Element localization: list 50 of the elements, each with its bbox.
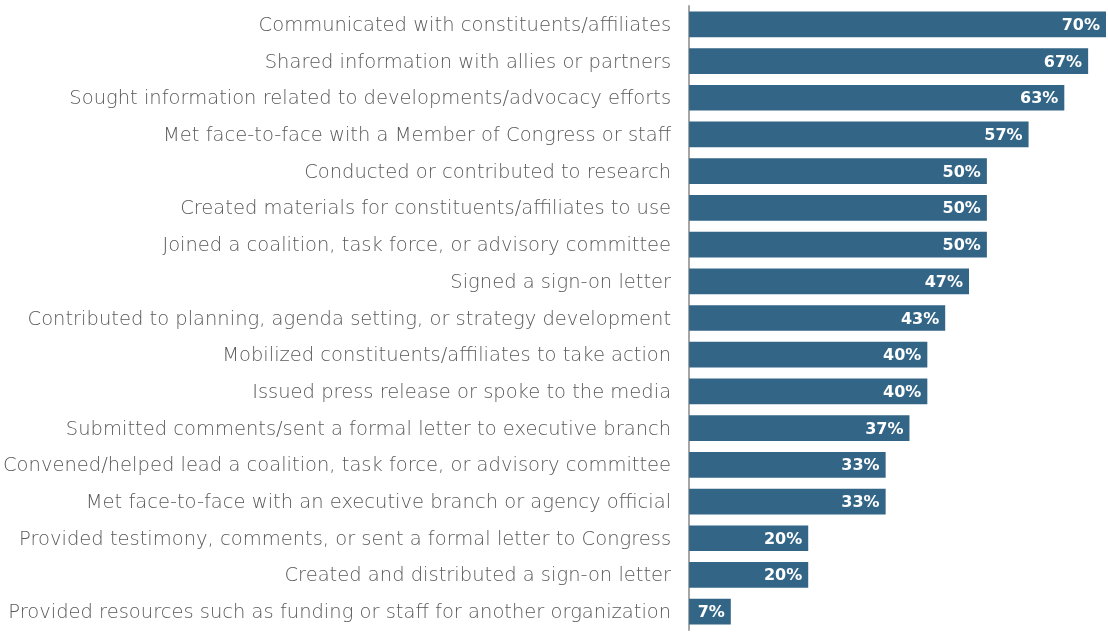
data-label: 20% <box>763 565 803 585</box>
bar <box>689 121 1029 148</box>
y-tick-label: Signed a sign-on letter <box>450 269 672 293</box>
bar <box>689 268 970 295</box>
bar <box>689 305 946 331</box>
y-tick-label: Provided resources such as funding or staff for another organization <box>8 600 672 624</box>
bar <box>689 11 1106 38</box>
y-tick-label: Met face-to-face with an executive branch or agency official <box>85 490 672 514</box>
bar <box>689 562 809 588</box>
bar <box>689 341 928 368</box>
bar <box>689 488 886 515</box>
data-label: 50% <box>942 161 981 181</box>
bar <box>689 415 910 441</box>
y-tick-label: Mobilized constituents/affiliates to take action <box>222 343 672 367</box>
data-label: 63% <box>1020 88 1059 108</box>
y-tick-label: Joined a coalition, task force, or advisory committee <box>162 233 672 257</box>
y-tick-label: Contributed to planning, agenda setting, or strategy development <box>27 306 672 330</box>
y-tick-label: Met face-to-face with a Member of Congress or staff <box>163 122 672 146</box>
data-label: 33% <box>841 455 880 475</box>
data-label: 40% <box>883 345 922 365</box>
y-tick-label: Provided testimony, comments, or sent a formal letter to Congress <box>19 526 672 550</box>
data-label: 57% <box>984 124 1023 144</box>
y-tick-label: Created materials for constituents/affiliates to use <box>180 196 672 220</box>
data-label: 47% <box>924 271 964 291</box>
y-tick-label: Sought information related to developments/advocacy efforts <box>69 86 672 110</box>
data-label: 37% <box>865 418 904 438</box>
data-label: 50% <box>942 235 981 255</box>
bar <box>689 231 987 258</box>
y-tick-label: Communicated with constituents/affiliates <box>258 12 672 36</box>
y-tick-label: Convened/helped lead a coalition, task force, or advisory committee <box>2 453 672 477</box>
bar <box>689 48 1089 74</box>
data-label: 33% <box>841 492 880 512</box>
bar <box>689 525 809 552</box>
data-label: 67% <box>1043 51 1083 71</box>
bar <box>689 84 1065 111</box>
y-tick-label: Issued press release or spoke to the media <box>252 379 672 403</box>
data-label: 70% <box>1061 14 1100 34</box>
y-tick-label: Created and distributed a sign-on letter <box>284 563 672 587</box>
bar <box>689 158 987 185</box>
y-tick-label: Shared information with allies or partners <box>264 49 672 73</box>
y-tick-label: Conducted or contributed to research <box>304 159 672 183</box>
data-label: 50% <box>942 198 981 218</box>
data-label: 20% <box>763 528 803 548</box>
bar <box>689 195 987 221</box>
data-label: 7% <box>697 602 725 622</box>
data-label: 43% <box>900 308 940 328</box>
bar <box>689 451 886 478</box>
data-label: 40% <box>883 381 922 401</box>
bar <box>689 378 928 405</box>
y-tick-label: Submitted comments/sent a formal letter to executive branch <box>65 416 672 440</box>
